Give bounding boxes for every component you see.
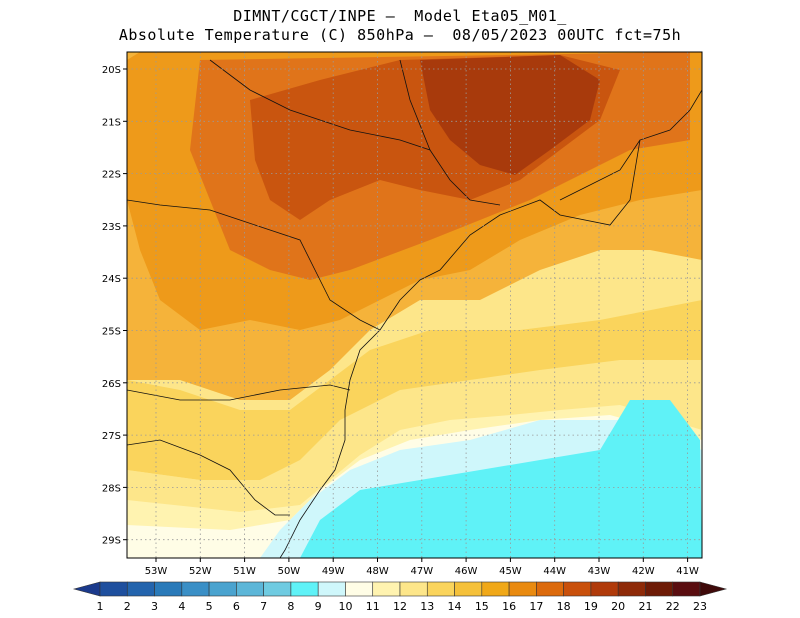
- lon-label: 50W: [278, 566, 301, 577]
- colorbar-segment: [208, 581, 237, 597]
- lat-label: 28S: [102, 483, 121, 494]
- colorbar-segment: [536, 581, 564, 597]
- colorbar-segment: [617, 581, 646, 597]
- colorbar-segment: [99, 581, 128, 597]
- colorbar-label: 6: [233, 600, 240, 613]
- colorbar-segment: [236, 581, 264, 597]
- colorbar-label: 14: [448, 600, 462, 613]
- colorbar-label: 18: [557, 600, 571, 613]
- colorbar-label: 17: [529, 600, 543, 613]
- lat-label: 21S: [102, 117, 121, 128]
- colorbar-label: 10: [338, 600, 352, 613]
- lon-label: 52W: [189, 566, 212, 577]
- map-frame: [126, 51, 703, 559]
- colorbar-segment: [481, 581, 510, 597]
- colorbar-segment: [645, 581, 674, 597]
- colorbar-label: 3: [151, 600, 158, 613]
- chart-title-line2: Absolute Temperature (C) 850hPa – 08/05/…: [118, 26, 682, 44]
- state-border-6: [559, 139, 641, 201]
- colorbar-label: 21: [638, 600, 652, 613]
- field-14: [127, 300, 702, 480]
- colorbar-label: 19: [584, 600, 598, 613]
- lat-labels: 20S 21S 22S 23S 24S 25S 26S 27S 28S 29S: [102, 65, 127, 547]
- lat-label: 27S: [102, 431, 121, 442]
- colorbar-segment: [345, 581, 374, 597]
- lat-label: 25S: [102, 327, 121, 338]
- field-13: [127, 370, 702, 510]
- colorbar-label: 2: [124, 600, 131, 613]
- colorbar-labels: 1 2 3 4 5 6 7 8 9 10 11 12 13 14 15 16 17 18 19 20 21 22 23: [97, 600, 708, 613]
- lon-label: 53W: [145, 566, 168, 577]
- lon-label: 44W: [543, 566, 566, 577]
- colorbar-segment: [672, 581, 701, 597]
- colorbar-segment: [317, 581, 346, 597]
- colorbar-segment: [181, 581, 210, 597]
- colorbar-segment: [126, 581, 155, 597]
- colorbar-label: 8: [287, 600, 294, 613]
- colorbar-segment: [563, 581, 592, 597]
- lon-label: 43W: [588, 566, 611, 577]
- colorbar-segment: [399, 581, 428, 597]
- colorbar-label: 13: [420, 600, 434, 613]
- colorbar-label: 23: [693, 600, 707, 613]
- lon-label: 49W: [322, 566, 345, 577]
- lon-label: 41W: [676, 566, 699, 577]
- colorbar-label: 5: [206, 600, 213, 613]
- lon-label: 46W: [455, 566, 478, 577]
- colorbar-label: 12: [393, 600, 407, 613]
- colorbar-label: 1: [97, 600, 104, 613]
- lat-label: 20S: [102, 65, 121, 76]
- lat-lon-grid: [127, 52, 702, 558]
- colorbar-label: 15: [475, 600, 489, 613]
- lon-label: 51W: [233, 566, 256, 577]
- colorbar-segment: [290, 581, 319, 597]
- colorbar-segment: [372, 581, 401, 597]
- colorbar-segment: [154, 581, 183, 597]
- colorbar-label: 22: [666, 600, 680, 613]
- state-border-1: [127, 199, 381, 331]
- colorbar-segment: [508, 581, 537, 597]
- lon-label: 45W: [499, 566, 522, 577]
- colorbar-label: 9: [315, 600, 322, 613]
- lat-label: 26S: [102, 379, 121, 390]
- coastline: [279, 89, 702, 558]
- lat-label: 29S: [102, 536, 121, 547]
- temperature-field: [127, 52, 702, 558]
- state-border-5: [127, 439, 290, 516]
- borders: [127, 59, 702, 558]
- lon-label: 42W: [632, 566, 655, 577]
- colorbar-segment: [263, 581, 292, 597]
- colorbar-label: 16: [502, 600, 516, 613]
- state-border-3: [399, 59, 431, 151]
- colorbar-segment: [590, 581, 619, 597]
- state-border-2: [209, 59, 501, 206]
- colorbar-label: 7: [260, 600, 267, 613]
- chart-title-line1: DIMNT/CGCT/INPE – Model Eta05_M01_: [233, 7, 567, 25]
- colorbar-label: 4: [178, 600, 185, 613]
- field-9: [300, 400, 702, 558]
- colorbar-arrow-right: [699, 581, 728, 597]
- colorbar-segment: [454, 581, 483, 597]
- lon-label: 47W: [410, 566, 433, 577]
- lat-label: 22S: [102, 170, 121, 181]
- colorbar-label: 11: [366, 600, 380, 613]
- lat-label: 24S: [102, 274, 121, 285]
- lon-labels: 53W 52W 51W 50W 49W 48W 47W 46W 45W 44W 43W 42W 41W: [145, 558, 699, 577]
- lat-label: 23S: [102, 222, 121, 233]
- colorbar-segment: [426, 581, 455, 597]
- colorbar-arrow-left: [72, 581, 101, 597]
- colorbar-label: 20: [611, 600, 625, 613]
- lon-label: 48W: [366, 566, 389, 577]
- colorbar: [72, 581, 728, 597]
